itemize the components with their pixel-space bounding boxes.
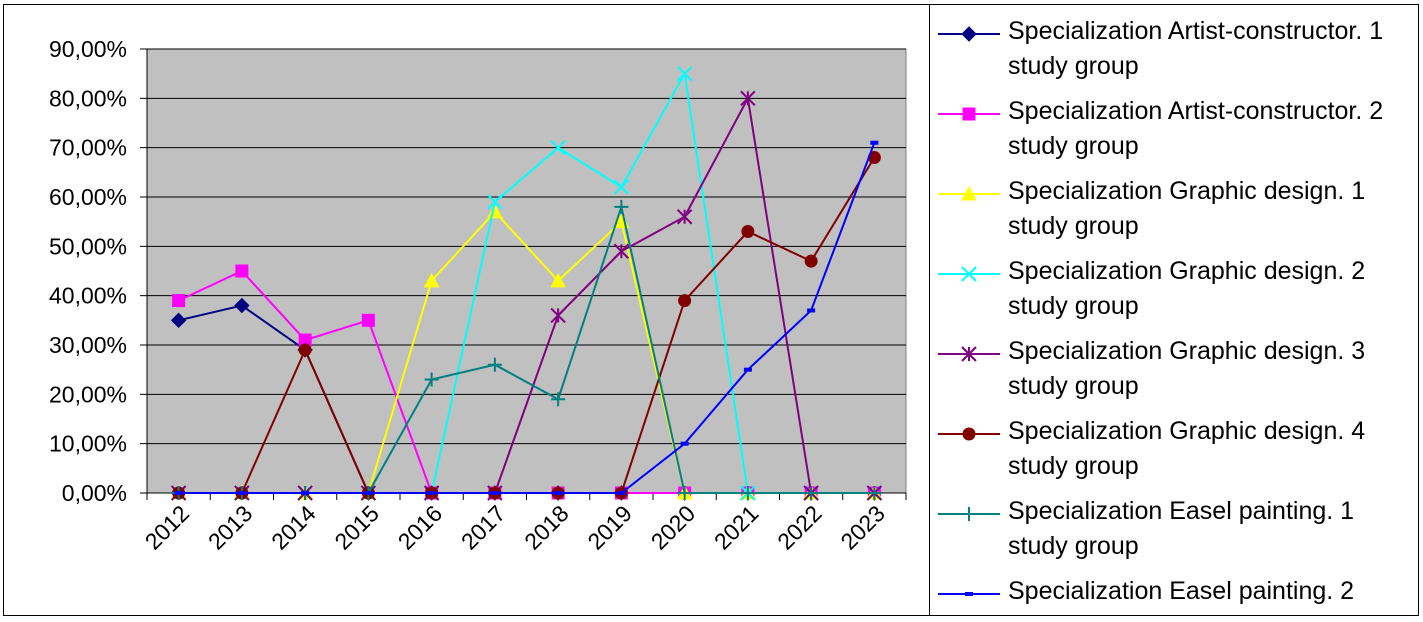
data-point [427,491,436,495]
data-point [961,266,977,282]
data-point [234,297,250,314]
legend-label: Specialization Graphic design. 4 study g… [1008,417,1366,480]
data-point [962,107,976,121]
data-point [804,486,819,500]
legend-label: Specialization Artist-constructor. 2 stu… [1008,97,1384,160]
legend-label: Specialization Graphic design. 1 study g… [1008,177,1366,240]
x-tick-label: 2022 [772,500,827,555]
data-point [237,491,246,495]
y-tick-label: 10,00% [49,431,127,457]
data-point [550,139,566,156]
data-point [867,486,882,500]
y-tick-label: 50,00% [49,233,127,259]
x-tick-label: 2018 [519,500,574,555]
data-point [680,441,689,446]
data-point [487,194,503,210]
data-point [617,491,626,495]
legend-marker [938,26,1000,42]
series-line [178,142,876,494]
data-point [743,367,752,372]
data-point [361,313,375,327]
legend-marker [938,185,1000,201]
data-point [677,486,692,500]
data-point [550,307,566,324]
data-point [678,294,692,308]
data-point [423,272,440,288]
data-point [804,254,818,268]
x-tick-label: 2014 [266,500,321,555]
plot-area [146,48,907,494]
data-point [364,491,373,495]
data-point [298,343,312,357]
data-point [172,294,186,308]
x-tick-label: 2016 [393,500,448,555]
chart-frame [3,4,1419,616]
legend-marker [938,266,1000,282]
y-tick-label: 30,00% [49,332,127,358]
data-point [870,140,879,145]
legend-label: Specialization Easel painting. 1 study g… [1008,497,1355,560]
data-point [961,26,977,42]
data-point [741,225,755,239]
legend: Specialization Artist-constructor. 1 stu… [929,4,1419,616]
y-tick-label: 20,00% [49,381,127,407]
data-point [174,491,183,495]
data-point [487,357,502,372]
data-point [961,346,977,362]
legend-label: Specialization Easel painting. 2 study g… [1008,577,1355,616]
data-point [613,179,630,195]
data-point [740,90,756,107]
legend-marker [938,107,1000,121]
x-tick-label: 2013 [203,500,258,555]
data-point [551,392,566,407]
data-point [962,427,976,441]
legend-label: Specialization Artist-constructor. 1 stu… [1008,17,1384,80]
series [174,140,879,495]
x-tick-label: 2023 [835,500,890,555]
x-tick-label: 2012 [140,500,195,555]
x-tick-label: 2021 [709,500,764,555]
data-point [962,507,976,521]
legend-marker [938,427,1000,441]
series-lines [170,65,883,501]
x-tick-label: 2017 [456,500,511,555]
data-point [965,592,973,596]
legend-marker [938,346,1000,362]
data-point [301,491,310,495]
data-point [961,185,977,201]
data-point [676,209,693,225]
x-tick-label: 2020 [646,500,701,555]
y-tick-label: 80,00% [49,85,127,111]
y-tick-label: 40,00% [49,283,127,309]
x-tick-label: 2019 [582,500,637,555]
data-point [554,491,563,495]
legend-label: Specialization Graphic design. 3 study g… [1008,337,1366,400]
data-point [490,491,499,495]
data-point [614,199,629,214]
data-point [676,65,693,82]
data-point [807,308,816,313]
line-chart: 0,00% 10,00% 20,00% 30,00% 40,00% 50,00% 60,00… [49,36,907,555]
y-tick-label: 60,00% [49,184,127,210]
legend-marker [938,507,1000,521]
data-point [235,264,249,278]
x-tick-label: 2015 [329,500,384,555]
legend-marker [938,592,1000,596]
y-tick-label: 0,00% [62,480,127,506]
data-point [424,372,439,387]
data-point [613,243,630,259]
data-point [550,272,566,288]
y-tick-label: 70,00% [49,135,127,161]
data-point [170,312,187,329]
y-tick-label: 90,00% [49,36,127,62]
data-point [740,486,755,500]
legend-label: Specialization Graphic design. 2 study g… [1008,257,1366,320]
